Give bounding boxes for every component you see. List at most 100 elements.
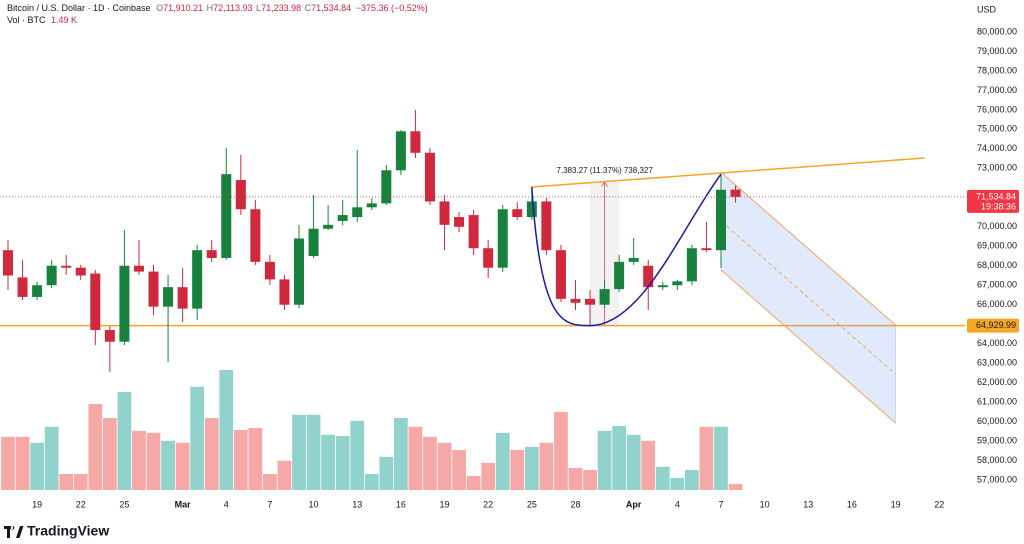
volume-bar: [699, 426, 714, 490]
volume-bar: [204, 418, 219, 490]
candle-body: [468, 215, 479, 249]
volume-bar: [568, 468, 583, 490]
volume-bar: [117, 392, 132, 490]
candle-body: [686, 248, 697, 282]
volume-bar: [277, 460, 292, 490]
x-tick-label: 19: [440, 499, 450, 509]
volume-bar: [379, 456, 394, 490]
candle-body: [308, 228, 319, 257]
channel-top: [720, 171, 896, 326]
candle-body: [512, 209, 523, 218]
volume-bar: [88, 404, 103, 490]
x-tick-label: 16: [396, 499, 406, 509]
candle-body: [264, 261, 275, 280]
x-tick-label: 13: [803, 499, 813, 509]
volume-bar: [612, 426, 627, 490]
volume-bar: [73, 474, 88, 490]
y-tick-label: 69,000.00: [977, 241, 1017, 251]
y-tick-label: 75,000.00: [977, 124, 1017, 134]
volume-bar: [466, 476, 481, 490]
candle-body: [672, 281, 683, 286]
x-tick-label: 16: [847, 499, 857, 509]
volume-bar: [219, 370, 234, 490]
x-tick-label: 4: [224, 499, 229, 509]
candle-body: [279, 279, 290, 305]
channel-bottom: [720, 269, 896, 424]
x-tick-label: 4: [675, 499, 680, 509]
volume-bar: [728, 484, 743, 490]
candle-body: [381, 170, 392, 204]
volume-bar: [408, 426, 423, 490]
candle-layer: [3, 109, 741, 372]
logo: [4, 526, 24, 538]
countdown: 19:38:36: [981, 201, 1016, 211]
volume-bar: [583, 470, 597, 490]
candle-body: [163, 287, 174, 307]
close-value: 71,534.84: [311, 3, 351, 13]
volume-bar: [510, 450, 525, 490]
volume-bar: [670, 478, 685, 490]
candle-body: [133, 265, 144, 272]
measure-label: 7,383.27 (11.37%) 738,327: [556, 166, 653, 175]
symbol: Bitcoin / U.S. Dollar · 1D · Coinbase: [7, 3, 151, 13]
candle-body: [294, 238, 305, 305]
candle-body: [177, 287, 188, 309]
x-tick-label: 25: [119, 499, 129, 509]
candle-body: [61, 265, 72, 268]
volume-bar: [306, 414, 321, 490]
channel-mid: [720, 220, 896, 375]
candle-body: [206, 250, 217, 258]
x-tick-label: 22: [76, 499, 86, 509]
volume-bar: [452, 450, 466, 490]
drawings-front: 7,383.27 (11.37%) 738,327: [0, 157, 965, 327]
volume-bar: [495, 432, 510, 490]
candle-body: [192, 250, 203, 309]
support-price-box: [967, 318, 1019, 333]
candle-body: [352, 207, 363, 218]
candle-body: [366, 203, 377, 208]
candle-body: [17, 277, 28, 297]
candle-body: [701, 248, 712, 251]
volume-bar: [233, 430, 248, 490]
volume-bar: [335, 436, 350, 490]
support-price-label: 64,929.99: [976, 320, 1016, 330]
volume-header: Vol · BTC 1.49 K: [7, 15, 77, 25]
volume-bar: [655, 466, 670, 490]
volume-bar: [524, 446, 539, 490]
x-tick-label: 25: [527, 499, 537, 509]
candle-body: [75, 267, 86, 276]
candle-body: [555, 250, 566, 299]
x-tick-label: 10: [760, 499, 770, 509]
y-tick-label: 67,000.00: [977, 280, 1017, 290]
candle-body: [119, 265, 130, 342]
y-tick-label: 70,000.00: [977, 221, 1017, 231]
volume-bar: [321, 434, 335, 490]
volume-bar: [393, 418, 408, 490]
header: Bitcoin / U.S. Dollar · 1D · Coinbase O7…: [7, 3, 428, 13]
volume-bar: [175, 442, 190, 490]
last-price-label: 71,534.84: [976, 191, 1016, 201]
volume-bar: [539, 442, 554, 490]
candle-body: [570, 298, 581, 303]
candle-body: [439, 201, 450, 225]
volume-bar: [15, 436, 30, 490]
candle-body: [526, 201, 537, 218]
volume-bar: [364, 474, 379, 490]
low-value: 71,233.98: [261, 3, 301, 13]
y-tick-label: 59,000.00: [977, 435, 1017, 445]
candle-body: [454, 217, 465, 227]
drawings: [0, 171, 965, 424]
candle-body: [483, 248, 494, 268]
y-tick-label: 60,000.00: [977, 416, 1017, 426]
x-tick-label: 7: [267, 499, 272, 509]
volume-value: 1.49 K: [51, 15, 77, 25]
volume-bar: [714, 426, 728, 490]
y-tick-label: 78,000.00: [977, 65, 1017, 75]
last-price-box: [967, 189, 1019, 213]
volume-bar: [292, 414, 306, 490]
y-tick-label: 63,000.00: [977, 358, 1017, 368]
y-tick-label: 77,000.00: [977, 85, 1017, 95]
volume-bar: [146, 432, 161, 490]
currency: USD: [977, 4, 997, 14]
